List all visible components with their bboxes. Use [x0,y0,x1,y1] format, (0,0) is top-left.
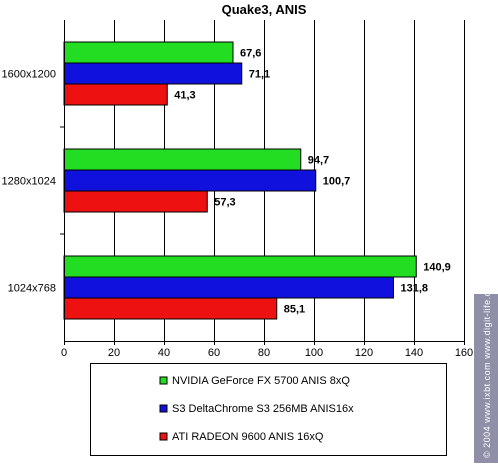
data-label: 85,1 [284,304,305,316]
plot-area: 67,6 71,1 41,3 1600x1200 94,7 100,7 57,3 1280x1… [2,20,473,359]
x-tick-label: 0 [61,347,67,359]
category-label: 1280x1024 [2,176,56,188]
bar [63,41,234,64]
x-tick-label: 80 [258,347,270,359]
watermark-strip [474,294,498,463]
data-label: 41,3 [174,90,195,102]
data-label: 67,6 [240,48,261,60]
bar [63,148,302,171]
x-tick-label: 60 [208,347,220,359]
data-label: 71,1 [249,69,270,81]
bar [63,255,417,278]
data-label: 140,9 [423,262,451,274]
legend-swatch [159,432,168,441]
bar [63,297,278,320]
x-tick-label: 100 [305,347,323,359]
x-tick-label: 120 [355,347,373,359]
bar [63,62,243,85]
legend-label: S3 DeltaChrome S3 256MB ANIS16x [172,403,354,415]
watermark-text: © 2004 www.ixbt.com www.digit-life.com [482,278,492,458]
category-label: 1024x768 [8,283,56,295]
data-label: 57,3 [214,197,235,209]
x-tick-label: 160 [455,347,473,359]
x-tick-label: 40 [158,347,170,359]
chart-title: Quake3, ANIS [222,2,307,17]
legend-label: NVIDIA GeForce FX 5700 ANIS 8xQ [172,375,350,387]
bar [63,169,317,192]
data-label: 94,7 [308,155,329,167]
x-tick-label: 20 [108,347,120,359]
legend: NVIDIA GeForce FX 5700 ANIS 8xQ S3 DeltaC… [90,363,447,456]
data-label: 100,7 [323,176,351,188]
data-label: 131,8 [401,283,429,295]
legend-swatch [159,376,168,385]
legend-label: ATI RADEON 9600 ANIS 16xQ [172,431,324,443]
legend-box [90,363,447,456]
bar [63,190,208,213]
x-tick-label: 140 [405,347,423,359]
watermark: © 2004 www.ixbt.com www.digit-life.com [474,278,498,463]
bar [63,276,394,299]
category-label: 1600x1200 [2,69,56,81]
legend-swatch [159,404,168,413]
bar [63,83,168,106]
